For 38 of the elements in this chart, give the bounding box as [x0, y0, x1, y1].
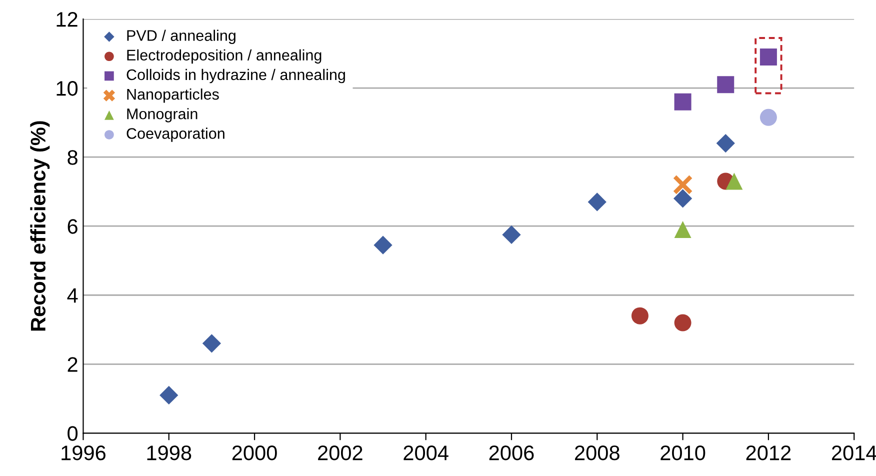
x-tick-label: 2004 [404, 446, 448, 460]
x-tick-label: 2002 [318, 446, 362, 460]
point [717, 76, 734, 94]
x-tick-label: 2010 [660, 446, 706, 460]
x-tick-label: 1998 [147, 446, 192, 460]
x-tick-label: 2006 [489, 446, 534, 460]
y-tick-label: 10 [56, 81, 78, 96]
point [673, 189, 692, 208]
legend-label: Electrodeposition / annealing [127, 49, 322, 64]
point [674, 93, 692, 110]
point [202, 334, 222, 353]
y-tick-label: 6 [68, 219, 78, 234]
y-tick-label: 0 [68, 426, 78, 441]
point [672, 174, 693, 195]
x-tick-label: 1996 [62, 446, 106, 460]
point [374, 236, 392, 254]
point [674, 221, 692, 238]
y-tick-label: 4 [67, 288, 78, 303]
y-tick-label: 12 [56, 12, 78, 27]
point [502, 225, 521, 244]
point [674, 314, 692, 332]
point [588, 192, 606, 212]
point [160, 386, 178, 405]
legend-label: PVD / annealing [127, 30, 236, 44]
legend-label: Colloids in hydrazine / annealing [126, 68, 345, 84]
legend-label: Nanoparticles [127, 88, 219, 103]
point [716, 134, 735, 153]
point [726, 172, 743, 190]
y-tick-label: 8 [68, 150, 78, 165]
legend-label: Monograin [127, 108, 198, 122]
y-tick-label: 2 [68, 357, 78, 372]
x-tick-label: 2000 [232, 446, 277, 460]
x-tick-label: 2008 [575, 446, 620, 460]
y-axis-title: Record efficiency (%) [30, 121, 50, 331]
x-tick-label: 2012 [746, 446, 791, 460]
point [760, 108, 777, 126]
point [631, 307, 648, 324]
legend-label: Coevaporation [126, 128, 224, 142]
